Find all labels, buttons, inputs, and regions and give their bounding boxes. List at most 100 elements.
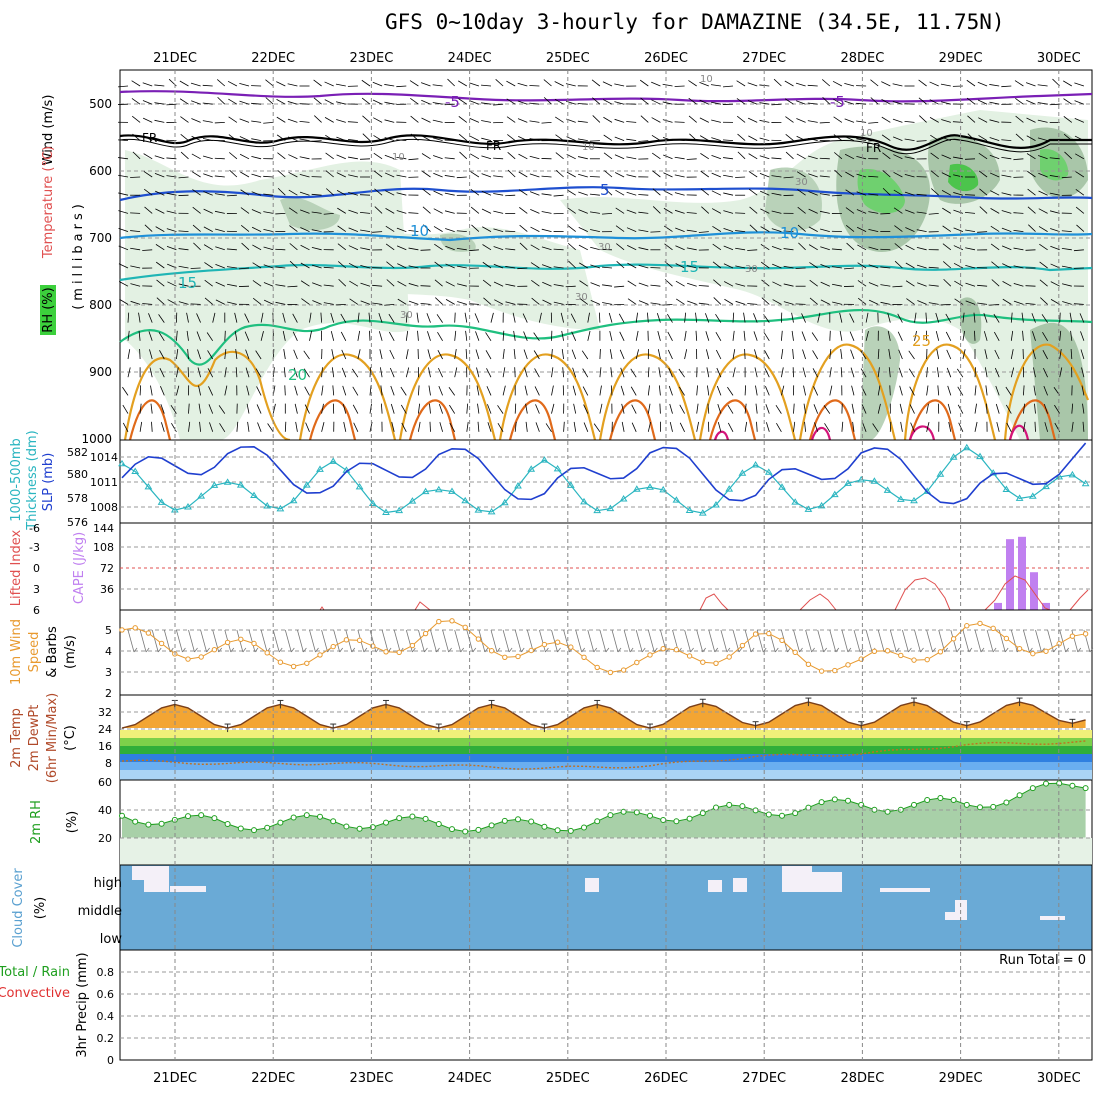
barb xyxy=(474,313,480,323)
sfc-barb xyxy=(502,629,510,653)
barb xyxy=(905,227,915,232)
barb xyxy=(385,190,395,196)
sfc-barb-tick xyxy=(315,647,319,653)
barb xyxy=(820,228,830,232)
barb xyxy=(167,281,177,287)
barb xyxy=(263,193,274,196)
barb xyxy=(505,301,516,305)
barb xyxy=(493,246,504,251)
barb xyxy=(1049,157,1060,160)
barb xyxy=(712,243,722,251)
barb xyxy=(541,122,552,124)
barb xyxy=(1034,403,1036,414)
barb xyxy=(793,403,795,414)
rh2m-point xyxy=(462,828,469,835)
barb xyxy=(180,116,189,123)
barb xyxy=(353,422,359,432)
sfc-barb-tick xyxy=(690,647,694,653)
barb xyxy=(916,229,927,232)
barb xyxy=(687,300,697,305)
barb xyxy=(723,174,734,178)
barb xyxy=(477,421,480,432)
date-top-6: 27DEC xyxy=(742,51,786,66)
barb xyxy=(868,211,879,214)
label-fr-1: FR xyxy=(142,131,157,145)
rh2m-point xyxy=(726,801,733,808)
precip-tick-06: 0.6 xyxy=(97,988,115,1001)
sfc-barb xyxy=(381,629,389,653)
barb xyxy=(551,403,555,414)
barb xyxy=(198,385,201,396)
barb xyxy=(650,302,661,305)
barb xyxy=(420,302,431,305)
barb xyxy=(502,367,506,378)
wind-point xyxy=(977,620,983,627)
barb xyxy=(599,403,603,414)
barb xyxy=(176,367,179,378)
sfc-barb xyxy=(260,629,268,653)
barb xyxy=(263,264,274,269)
barb xyxy=(202,84,213,87)
barb xyxy=(1061,265,1072,269)
barb xyxy=(905,262,915,269)
barb xyxy=(807,137,818,141)
barb xyxy=(1037,137,1048,141)
barb xyxy=(684,312,687,323)
barb xyxy=(410,97,419,105)
barb xyxy=(776,422,782,432)
barb xyxy=(529,102,540,105)
barb xyxy=(917,282,927,287)
barb xyxy=(294,385,298,396)
barb xyxy=(444,175,455,178)
barb xyxy=(925,312,927,323)
barb xyxy=(638,211,649,214)
barb xyxy=(215,264,225,269)
barb xyxy=(204,279,213,287)
barb xyxy=(610,385,613,396)
barb xyxy=(154,137,165,141)
barb xyxy=(203,191,213,196)
barb xyxy=(368,312,371,323)
barb xyxy=(754,349,758,360)
rh2m-point xyxy=(356,825,363,832)
barb xyxy=(535,422,540,432)
barb xyxy=(686,229,697,232)
barb xyxy=(1013,212,1024,214)
barb xyxy=(899,385,903,396)
barb xyxy=(674,156,685,160)
barb xyxy=(578,191,588,196)
barb xyxy=(760,208,770,214)
sfc-barb xyxy=(321,629,328,653)
barb xyxy=(716,349,722,360)
cloud-level-middle: middle xyxy=(78,904,122,919)
barb xyxy=(953,227,964,232)
barb xyxy=(748,171,758,178)
barb xyxy=(577,156,588,160)
barb xyxy=(519,207,528,214)
barb xyxy=(844,118,855,123)
barb xyxy=(139,385,142,396)
barb xyxy=(1043,367,1048,378)
sfc-barb-tick xyxy=(424,647,428,653)
barb xyxy=(941,119,951,123)
barb xyxy=(953,192,964,196)
barb xyxy=(390,403,395,414)
barb xyxy=(379,367,383,378)
barb xyxy=(935,312,940,323)
barb xyxy=(1028,224,1036,232)
barb xyxy=(582,368,589,378)
cloud-gap-1 xyxy=(144,866,169,892)
barb xyxy=(418,385,420,396)
barb xyxy=(514,367,516,378)
ylabel-thickness-2: Thickness (dm) xyxy=(25,430,40,530)
barb xyxy=(1033,367,1036,378)
temp2m-minmax-bars xyxy=(171,697,1076,733)
barb xyxy=(1001,192,1012,196)
barb xyxy=(571,349,577,360)
barb xyxy=(965,247,976,251)
barb xyxy=(974,367,976,378)
barb xyxy=(918,79,927,87)
barb xyxy=(438,385,443,396)
barb xyxy=(635,330,639,341)
barb xyxy=(592,115,601,123)
